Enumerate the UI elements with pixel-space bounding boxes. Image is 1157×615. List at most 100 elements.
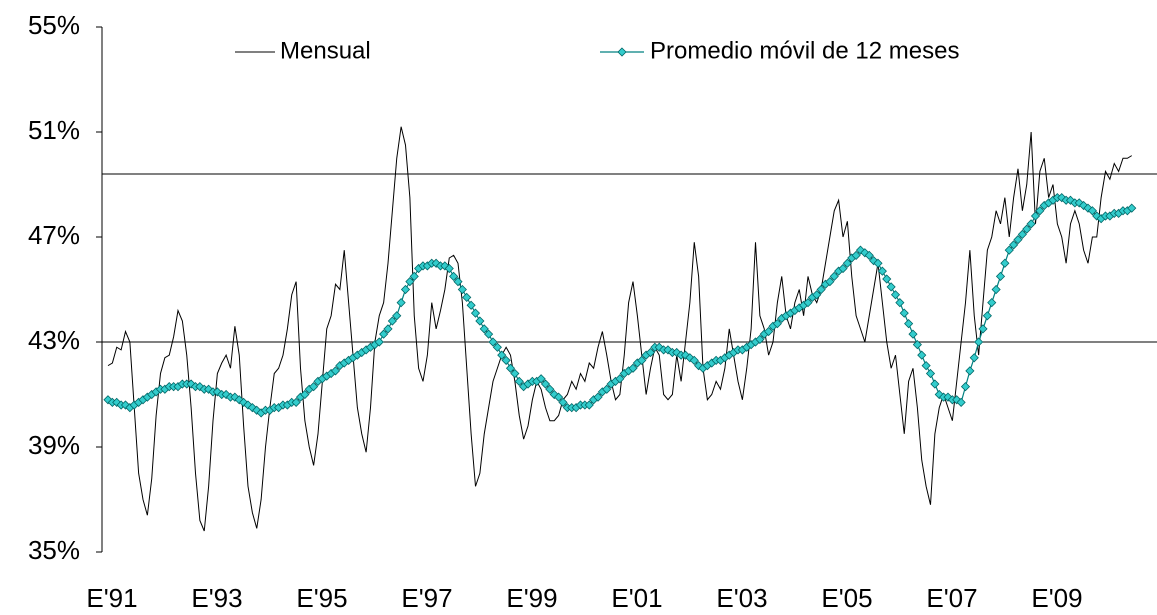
- diamond-marker: [392, 311, 402, 321]
- diamond-marker: [379, 329, 389, 339]
- series-line: [107, 126, 1133, 532]
- diamond-marker: [501, 355, 511, 365]
- x-tick-label: E'01: [611, 583, 662, 613]
- diamond-marker: [912, 340, 922, 350]
- diamond-marker: [829, 271, 839, 281]
- legend-label: Mensual: [280, 37, 371, 64]
- diamond-marker: [300, 389, 310, 400]
- diamond-marker: [374, 337, 384, 347]
- diamond-marker: [488, 337, 498, 347]
- diamond-marker: [449, 271, 459, 281]
- diamond-marker: [510, 368, 520, 379]
- diamond-marker: [1009, 240, 1019, 250]
- diamond-marker: [615, 374, 625, 384]
- diamond-marker: [956, 397, 966, 407]
- x-tick-label: E'95: [296, 583, 347, 613]
- diamond-marker: [851, 250, 861, 260]
- legend-marker: [617, 47, 627, 57]
- diamond-marker: [484, 329, 494, 339]
- diamond-marker: [466, 300, 476, 310]
- diamond-marker: [593, 392, 603, 402]
- diamond-marker: [1000, 258, 1010, 268]
- y-tick-label: 43%: [28, 325, 80, 355]
- diamond-marker: [1004, 245, 1014, 255]
- diamond-marker: [755, 334, 765, 344]
- diamond-marker: [1127, 203, 1137, 213]
- diamond-marker: [554, 392, 564, 402]
- diamond-marker: [1079, 200, 1089, 211]
- diamond-marker: [492, 342, 502, 352]
- diamond-marker: [545, 384, 555, 394]
- diamond-marker: [558, 397, 568, 407]
- diamond-marker: [602, 384, 612, 394]
- diamond-marker: [405, 277, 415, 287]
- diamond-marker: [838, 263, 848, 274]
- x-tick-label: E'97: [401, 583, 452, 613]
- diamond-marker: [987, 298, 997, 308]
- diamond-marker: [400, 284, 411, 295]
- diamond-marker: [969, 353, 979, 363]
- diamond-marker: [475, 316, 485, 326]
- diamond-marker: [882, 274, 892, 284]
- diamond-marker: [1026, 219, 1036, 229]
- diamond-marker: [908, 329, 918, 339]
- diamond-marker: [1087, 206, 1097, 216]
- diamond-marker: [904, 319, 914, 329]
- diamond-marker: [803, 298, 813, 308]
- diamond-marker: [453, 277, 463, 287]
- diamond-marker: [479, 324, 489, 334]
- diamond-marker: [873, 258, 883, 268]
- x-tick-label: E'91: [86, 583, 137, 613]
- diamond-marker: [982, 311, 992, 321]
- diamond-marker: [689, 355, 699, 365]
- y-tick-label: 35%: [28, 535, 80, 565]
- y-tick-label: 47%: [28, 220, 80, 250]
- diamond-marker: [540, 379, 551, 389]
- x-tick-label: E'99: [506, 583, 557, 613]
- diamond-marker: [965, 366, 975, 376]
- diamond-marker: [645, 347, 656, 358]
- diamond-marker: [816, 284, 826, 295]
- diamond-marker: [978, 324, 988, 334]
- y-tick-label: 55%: [28, 10, 80, 40]
- diamond-marker: [890, 290, 901, 300]
- diamond-marker: [864, 250, 874, 260]
- diamond-marker: [877, 266, 887, 276]
- diamond-marker: [291, 397, 301, 407]
- x-tick-label: E'03: [716, 583, 767, 613]
- diamond-marker: [383, 324, 393, 334]
- legend-item: Mensual: [235, 37, 371, 64]
- diamond-marker: [628, 363, 638, 373]
- diamond-marker: [462, 292, 472, 302]
- diamond-marker: [457, 284, 467, 295]
- diamond-marker: [396, 298, 406, 308]
- diamond-marker: [1030, 211, 1041, 221]
- diamond-marker: [825, 277, 835, 287]
- legend-item: Promedio móvil de 12 meses: [600, 37, 959, 64]
- diamond-marker: [470, 308, 481, 318]
- diamond-marker: [584, 400, 594, 410]
- diamond-marker: [387, 316, 397, 326]
- diamond-marker: [772, 319, 782, 329]
- diamond-marker: [764, 326, 774, 337]
- x-tick-label: E'07: [926, 583, 977, 613]
- diamond-marker: [1013, 235, 1023, 245]
- diamond-marker: [899, 308, 909, 318]
- y-tick-label: 51%: [28, 115, 80, 145]
- diamond-marker: [930, 379, 940, 389]
- diamond-marker: [995, 271, 1006, 281]
- x-tick-label: E'05: [821, 583, 872, 613]
- diamond-marker: [886, 282, 896, 292]
- diamond-marker: [974, 337, 984, 347]
- diamond-marker: [514, 376, 524, 386]
- diamond-marker: [1022, 224, 1032, 234]
- x-tick-label: E'93: [191, 583, 242, 613]
- diamond-marker: [991, 284, 1001, 295]
- diamond-marker: [895, 298, 905, 308]
- diamond-marker: [497, 350, 507, 360]
- y-tick-label: 39%: [28, 430, 80, 460]
- diamond-marker: [309, 382, 319, 392]
- diamond-marker: [960, 382, 971, 392]
- diamond-marker: [925, 368, 936, 379]
